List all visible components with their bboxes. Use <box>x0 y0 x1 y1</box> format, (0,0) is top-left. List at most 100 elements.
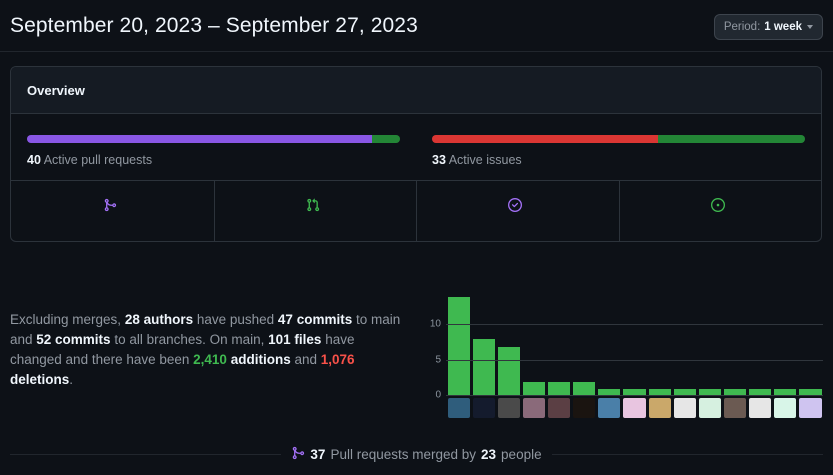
chart-bars <box>446 290 823 396</box>
stat-top <box>628 197 814 217</box>
contributor-avatar-slot[interactable] <box>547 398 572 418</box>
chart-gridline: 5 <box>435 354 823 365</box>
active-pull-requests-count: 40 <box>27 153 41 167</box>
overview-stats-row <box>11 180 821 241</box>
pull-requests-progress-bar <box>27 135 400 143</box>
contributor-avatar-slot[interactable] <box>622 398 647 418</box>
chart-bar[interactable] <box>496 290 521 396</box>
summary-additions-count: 2,410 <box>193 352 227 367</box>
summary-text-3: to main and <box>10 312 401 347</box>
chart-y-tick-label: 0 <box>435 389 441 401</box>
stat-card-issue-closed[interactable] <box>416 181 619 241</box>
pr-open-segment <box>372 135 400 143</box>
chart-bar[interactable] <box>597 290 622 396</box>
summary-text-4: to all branches. On main, <box>110 332 269 347</box>
chart-gridline: 10 <box>430 319 823 330</box>
contributor-avatar-slot[interactable] <box>723 398 748 418</box>
footer-text-2: people <box>501 447 542 462</box>
active-pull-requests-caption[interactable]: 40 Active pull requests <box>27 153 400 167</box>
avatar[interactable] <box>598 398 621 418</box>
active-issues-block: 33 Active issues <box>416 114 821 180</box>
avatar[interactable] <box>497 398 520 418</box>
avatar[interactable] <box>724 398 747 418</box>
chart-y-tick-label: 10 <box>429 318 441 330</box>
avatar[interactable] <box>648 398 671 418</box>
issue-closed-icon <box>508 197 523 217</box>
chart-bar[interactable] <box>622 290 647 396</box>
period-value: 1 week <box>764 21 802 33</box>
page-header: September 20, 2023 – September 27, 2023 … <box>0 0 833 52</box>
avatar[interactable] <box>749 398 772 418</box>
contributor-avatar-slot[interactable] <box>773 398 798 418</box>
contributor-avatar-slot[interactable] <box>697 398 722 418</box>
stat-card-issue-opened[interactable] <box>618 181 822 241</box>
contributor-avatar-slot[interactable] <box>597 398 622 418</box>
chart-bar[interactable] <box>446 290 471 396</box>
summary-files: 101 files <box>268 332 322 347</box>
chart-plot-area: 0 5 10 <box>430 290 823 401</box>
chart-bar[interactable] <box>471 290 496 396</box>
chart-y-tick-label: 5 <box>435 354 441 366</box>
chart-bar[interactable] <box>521 290 546 396</box>
contributor-avatar-slot[interactable] <box>572 398 597 418</box>
contributor-avatar-slot[interactable] <box>521 398 546 418</box>
summary-text-7: . <box>69 372 74 387</box>
stat-card-git-pull-request[interactable] <box>213 181 417 241</box>
contributor-avatar-slot[interactable] <box>471 398 496 418</box>
overview-card-header: Overview <box>11 67 821 114</box>
chart-bar[interactable] <box>723 290 748 396</box>
active-issues-caption[interactable]: 33 Active issues <box>432 153 805 167</box>
chart-bar[interactable] <box>798 290 823 396</box>
summary-commits-main: 47 commits <box>277 312 353 327</box>
chart-bar[interactable] <box>572 290 597 396</box>
summary-authors: 28 authors <box>124 312 194 327</box>
chart-bar[interactable] <box>748 290 773 396</box>
stat-top <box>425 197 611 217</box>
avatar[interactable] <box>472 398 495 418</box>
issue-opened-icon <box>710 197 725 217</box>
summary-commits-all: 52 commits <box>36 332 111 347</box>
footer-people-count: 23 <box>481 447 497 462</box>
stat-top <box>19 197 206 217</box>
footer-summary: 37 Pull requests merged by 23 people <box>291 446 542 463</box>
git-pull-request-icon <box>306 198 320 217</box>
avatar[interactable] <box>698 398 722 418</box>
avatar[interactable] <box>548 398 571 418</box>
summary-additions-word: additions <box>230 352 291 367</box>
stat-top <box>223 197 409 217</box>
chart-bar[interactable] <box>647 290 672 396</box>
chart-bar[interactable] <box>773 290 798 396</box>
summary-text-5: have changed and there have been <box>10 332 355 367</box>
contributor-avatar-slot[interactable] <box>672 398 697 418</box>
contributor-avatar-slot[interactable] <box>748 398 773 418</box>
avatar[interactable] <box>774 398 797 418</box>
active-pull-requests-block: 40 Active pull requests <box>11 114 416 180</box>
summary-deletions-word: deletions <box>10 372 70 387</box>
avatar[interactable] <box>623 398 646 418</box>
active-pull-requests-label: Active pull requests <box>43 153 153 167</box>
contributors-bar-chart: 0 5 10 <box>418 290 823 418</box>
contributor-avatar-slot[interactable] <box>446 398 471 418</box>
chart-bar[interactable] <box>547 290 572 396</box>
chart-bar[interactable] <box>697 290 722 396</box>
chart-bar[interactable] <box>672 290 697 396</box>
issues-new-segment <box>658 135 805 143</box>
avatar[interactable] <box>799 398 822 418</box>
avatar[interactable] <box>447 398 470 418</box>
contributor-avatar-slot[interactable] <box>647 398 672 418</box>
pr-merged-segment <box>27 135 373 143</box>
period-dropdown-button[interactable]: Period: 1 week <box>713 14 823 40</box>
avatar[interactable] <box>573 398 596 418</box>
summary-text-6: and <box>290 352 321 367</box>
period-label: Period: <box>723 21 761 33</box>
footer-rule-left <box>10 454 282 455</box>
stat-card-git-merge[interactable] <box>11 181 214 241</box>
contributor-avatar-slot[interactable] <box>496 398 521 418</box>
contributor-avatar-slot[interactable] <box>798 398 823 418</box>
active-issues-label: Active issues <box>448 153 522 167</box>
avatar[interactable] <box>522 398 546 418</box>
chart-avatar-row <box>446 398 823 418</box>
avatar[interactable] <box>673 398 696 418</box>
footer-rule-right <box>551 454 823 455</box>
